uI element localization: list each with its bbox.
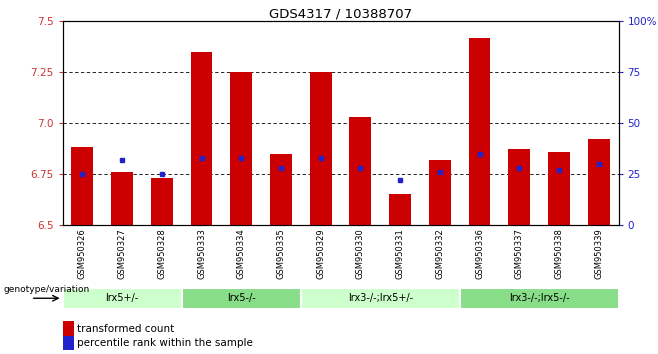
Bar xyxy=(191,52,213,225)
Bar xyxy=(349,117,371,225)
Text: GSM950329: GSM950329 xyxy=(316,228,325,279)
Bar xyxy=(270,154,292,225)
Text: lrx3-/-;lrx5+/-: lrx3-/-;lrx5+/- xyxy=(347,293,413,303)
Bar xyxy=(548,152,570,225)
Text: GSM950330: GSM950330 xyxy=(356,228,365,279)
Bar xyxy=(310,72,332,225)
Text: lrx5-/-: lrx5-/- xyxy=(227,293,255,303)
Text: lrx3-/-;lrx5-/-: lrx3-/-;lrx5-/- xyxy=(509,293,569,303)
Bar xyxy=(509,149,530,225)
Bar xyxy=(389,194,411,225)
Bar xyxy=(111,172,133,225)
Bar xyxy=(468,38,490,225)
Text: GSM950326: GSM950326 xyxy=(78,228,87,279)
Bar xyxy=(72,147,93,225)
Text: GSM950336: GSM950336 xyxy=(475,228,484,279)
Bar xyxy=(460,288,619,309)
Bar xyxy=(301,288,460,309)
Text: GSM950328: GSM950328 xyxy=(157,228,166,279)
Text: GSM950339: GSM950339 xyxy=(594,228,603,279)
Text: GSM950333: GSM950333 xyxy=(197,228,206,279)
Bar xyxy=(429,160,451,225)
Bar xyxy=(63,288,182,309)
Text: transformed count: transformed count xyxy=(77,324,174,333)
Bar xyxy=(230,72,252,225)
Bar xyxy=(182,288,301,309)
Bar xyxy=(151,178,172,225)
Text: GSM950327: GSM950327 xyxy=(118,228,126,279)
Title: GDS4317 / 10388707: GDS4317 / 10388707 xyxy=(269,7,412,20)
Text: GSM950331: GSM950331 xyxy=(395,228,405,279)
Text: GSM950334: GSM950334 xyxy=(237,228,245,279)
Text: lrx5+/-: lrx5+/- xyxy=(105,293,139,303)
Text: percentile rank within the sample: percentile rank within the sample xyxy=(77,338,253,348)
Text: GSM950338: GSM950338 xyxy=(555,228,563,279)
Bar xyxy=(588,139,609,225)
Text: GSM950337: GSM950337 xyxy=(515,228,524,279)
Text: GSM950332: GSM950332 xyxy=(436,228,444,279)
Text: GSM950335: GSM950335 xyxy=(276,228,286,279)
Text: genotype/variation: genotype/variation xyxy=(3,285,89,294)
